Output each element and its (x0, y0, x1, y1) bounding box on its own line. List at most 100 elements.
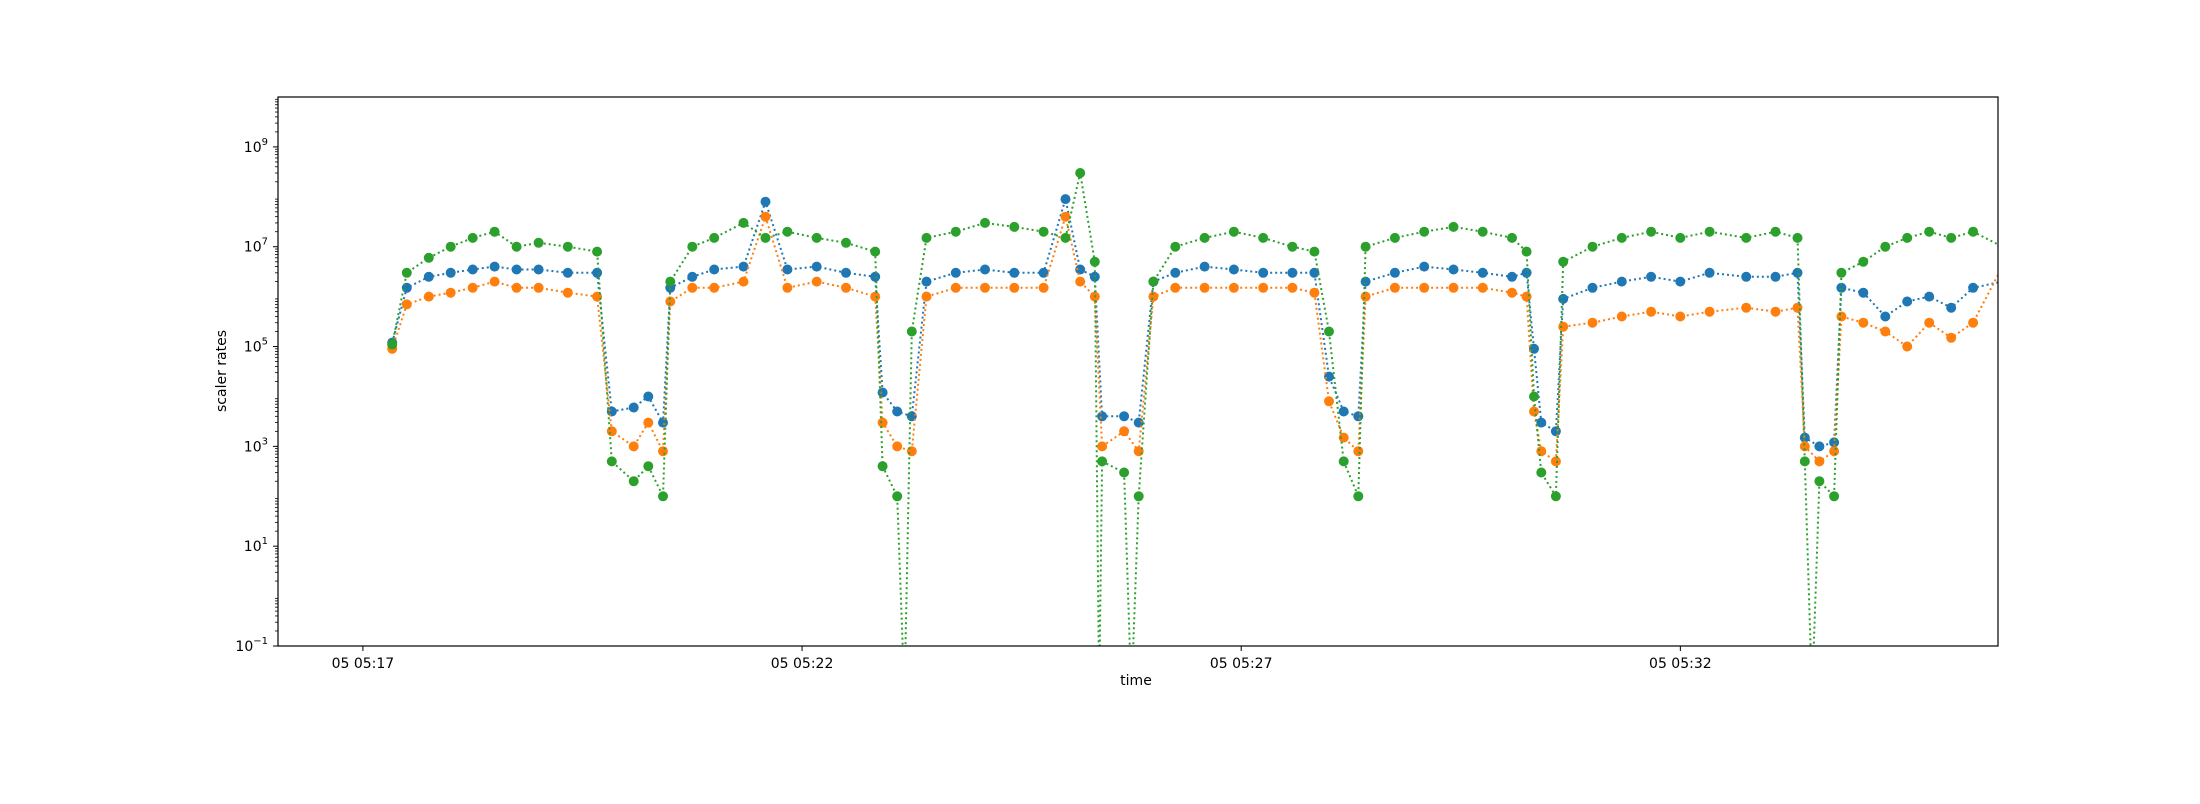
series-1-point (592, 267, 603, 278)
series-2-point (877, 417, 888, 428)
series-2-point (1558, 321, 1569, 332)
series-2-point (1448, 282, 1459, 293)
series-2-point (1616, 311, 1627, 322)
series-3-point (1258, 232, 1269, 243)
series-3-point (980, 217, 990, 228)
series-2-point (921, 291, 932, 302)
series-3-point (760, 232, 771, 243)
series-2 (387, 211, 1998, 467)
series-2-point (401, 299, 412, 310)
series-2-point (870, 291, 881, 302)
series-3-point (467, 232, 478, 243)
series-1-point (1646, 271, 1657, 282)
series-1-point (1536, 417, 1547, 428)
series-2-point (1119, 426, 1130, 437)
series-3-point (1529, 391, 1539, 402)
series-3-point (1521, 246, 1532, 257)
series-3-point (1507, 232, 1517, 243)
series-3-point (870, 246, 881, 257)
series-2-point (782, 282, 793, 293)
series-3-point (950, 226, 961, 237)
series-1-point (1924, 291, 1935, 302)
series-1-point (1419, 261, 1430, 272)
series-1-point (811, 261, 822, 272)
series-2-point (906, 446, 917, 457)
series-2-point (1529, 406, 1539, 417)
series-2-point (1477, 282, 1488, 293)
x-axis: 05 05:17 05 05:22 05 05:27 05 05:32 (332, 646, 1712, 672)
series-1-point (1097, 411, 1108, 422)
series-3-point (1477, 226, 1488, 237)
series-1-point (423, 271, 434, 282)
series-3-point (1829, 491, 1840, 502)
series-2-point (511, 282, 522, 293)
series-1-point (1880, 311, 1891, 322)
series-3-point (1199, 232, 1210, 243)
series-3-point (511, 241, 522, 252)
series-2-point (658, 446, 668, 457)
series-2-point (1060, 211, 1071, 222)
series-3-point (658, 491, 668, 502)
series-2-point (445, 287, 456, 298)
series-3-point (1924, 226, 1935, 237)
series-1-point (1858, 287, 1869, 298)
series-1-point (1521, 267, 1532, 278)
series-3-point (1097, 456, 1108, 467)
series-2-point (606, 426, 617, 437)
series-2-point (1880, 326, 1891, 337)
series-1-point (643, 391, 654, 402)
series-2-point (950, 282, 961, 293)
series-2-point (709, 282, 720, 293)
series-3-point (1009, 221, 1020, 232)
series-3-point (1858, 256, 1869, 267)
series-1-point (1009, 267, 1020, 278)
series-2-point (628, 441, 639, 452)
series-3-point (665, 276, 676, 287)
series-2-point (1170, 282, 1181, 293)
series-3-point (423, 252, 434, 263)
series-1-point (1529, 343, 1539, 354)
series-3-point (562, 241, 573, 252)
series-1-point (1704, 267, 1715, 278)
series-3-point (1148, 276, 1159, 287)
series-3-point (1309, 246, 1320, 257)
series-3-point (877, 461, 888, 472)
series-1-point (892, 406, 903, 417)
series-1-point (533, 264, 544, 275)
series-2-point (1858, 317, 1869, 328)
x-axis-label: time (1120, 673, 1152, 689)
series-2-point (1946, 332, 1957, 343)
series-2-point (665, 296, 676, 307)
series-3-point (606, 456, 617, 467)
series-1-point (1287, 267, 1298, 278)
series-1-point (1060, 194, 1071, 205)
series-1-point (1353, 411, 1364, 422)
series-1-point (628, 402, 639, 413)
series-3-point (643, 461, 654, 472)
series-2-point (643, 417, 654, 428)
series-2-point (1353, 446, 1364, 457)
series-2-point (1968, 317, 1979, 328)
y-axis: 10−1 101 103 105 107 109 (235, 98, 278, 655)
series-3-point (1616, 232, 1627, 243)
series-2-point (1228, 282, 1239, 293)
series-2-point (760, 211, 771, 222)
series-1-point (1946, 302, 1957, 313)
series-3 (387, 168, 1998, 646)
series-3-point (1119, 467, 1130, 478)
y-tick-label: 101 (244, 536, 268, 555)
series-1-point (1038, 267, 1049, 278)
series-3-point (1419, 226, 1430, 237)
y-tick-label: 10−1 (235, 636, 268, 655)
series-1-point (709, 264, 720, 275)
series-3-point (1324, 326, 1334, 337)
series-3-point (1902, 232, 1913, 243)
series-2-point (1360, 291, 1371, 302)
y-tick-label: 109 (244, 137, 268, 156)
series-1-point (950, 267, 961, 278)
series-2-point (533, 282, 544, 293)
series-2-point (1258, 282, 1269, 293)
series-2-point (1338, 432, 1349, 443)
series-2-point (467, 282, 478, 293)
